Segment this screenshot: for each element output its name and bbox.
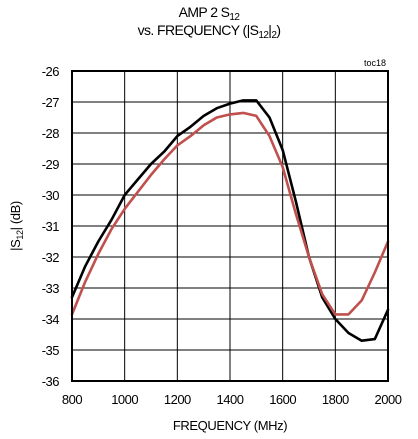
y-axis-label: |S12| (dB)	[8, 201, 25, 251]
x-tick-label: 1200	[164, 392, 191, 407]
series-layer	[70, 99, 390, 342]
chart-title-line-1: AMP 2 S12	[178, 4, 240, 23]
y-tick-labels: -26 -27 -28 -29 -30 -31 -32 -33 -34 -35 -36	[42, 64, 60, 389]
x-tick-label: 1800	[322, 392, 349, 407]
y-tick-label: -27	[42, 95, 60, 110]
y-tick-label: -30	[42, 188, 60, 203]
x-tick-label: 2000	[375, 392, 402, 407]
y-tick-label: -29	[42, 157, 60, 172]
x-tick-labels: 800 1000 1200 1400 1600 1800 2000	[62, 392, 402, 407]
x-axis-label: FREQUENCY (MHz)	[173, 418, 287, 433]
grid	[71, 70, 389, 382]
x-tick-label: 1400	[217, 392, 244, 407]
series-line-1	[70, 99, 390, 342]
plot-frame	[71, 70, 389, 382]
x-tick-label: 1600	[269, 392, 296, 407]
y-tick-label: -28	[42, 126, 60, 141]
series-line-2	[70, 111, 390, 316]
y-tick-label: -35	[42, 343, 60, 358]
y-tick-label: -32	[42, 250, 60, 265]
y-tick-label: -33	[42, 281, 60, 296]
x-tick-label: 1000	[111, 392, 138, 407]
figure-tag: toc18	[364, 58, 386, 68]
y-tick-label: -26	[42, 64, 60, 79]
chart-title-line-2: vs. FREQUENCY (|S12|2)	[137, 22, 281, 41]
y-tick-label: -34	[42, 312, 60, 327]
y-tick-label: -31	[42, 219, 60, 234]
y-tick-label: -36	[42, 374, 60, 389]
x-tick-label: 800	[62, 392, 82, 407]
